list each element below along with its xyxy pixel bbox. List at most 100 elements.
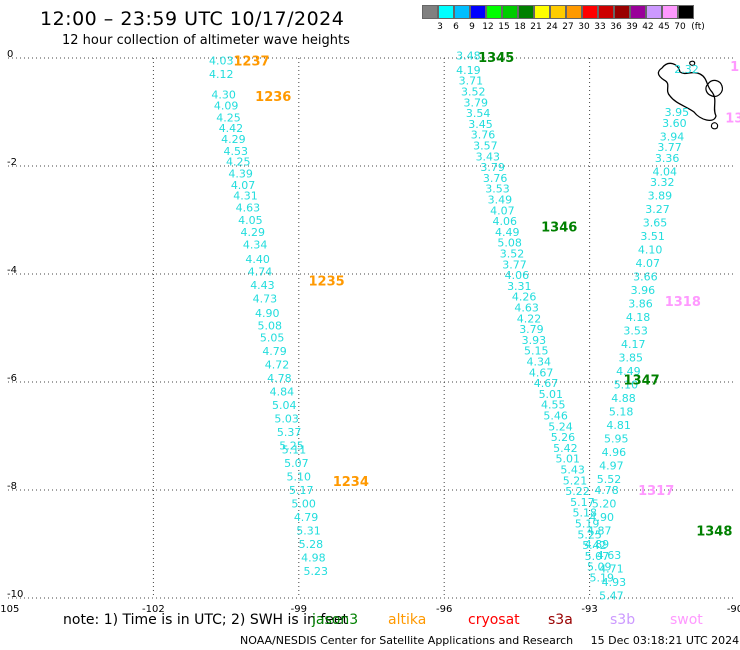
generated-timestamp: 15 Dec 03:18:21 UTC 2024	[590, 634, 740, 647]
swh-value-altika: 4.43	[250, 279, 275, 292]
legend-label: 18	[514, 22, 526, 32]
swh-value-swot: 4.07	[636, 257, 661, 270]
swh-value-swot: 5.20	[592, 498, 617, 511]
swh-value-altika: 5.31	[296, 525, 321, 538]
swh-value-jason3: 5.43	[560, 463, 585, 476]
swh-value-altika: 5.25	[279, 440, 304, 453]
y-tick-label: 0	[7, 49, 13, 60]
swh-value-altika: 4.34	[243, 238, 268, 251]
swh-value-jason3: 4.67	[529, 366, 554, 379]
swh-value-swot: 4.88	[611, 392, 636, 405]
swh-value-swot: 4.96	[602, 446, 627, 459]
swh-value-swot: 3.27	[645, 203, 670, 216]
swh-value-altika: 4.84	[270, 386, 295, 399]
footer-credit: NOAA/NESDIS Center for Satellite Applica…	[240, 634, 739, 647]
swh-value-altika: 4.79	[262, 345, 287, 358]
swh-value-swot: 4.90	[589, 511, 614, 524]
legend-swatch	[438, 5, 454, 19]
legend-label: 70	[674, 22, 686, 32]
x-tick-label: -105	[0, 604, 19, 615]
swh-value-swot: 3.65	[643, 217, 668, 230]
track-values: 4.034.124.304.094.254.424.294.534.254.39…	[209, 49, 699, 602]
swh-value-jason3: 4.34	[526, 355, 551, 368]
island-santa-cruz	[705, 79, 723, 97]
x-tick-label: -93	[581, 604, 597, 615]
swh-value-swot: 4.63	[597, 549, 622, 562]
page-subtitle: 12 hour collection of altimeter wave hei…	[62, 33, 350, 48]
legend-unit: (ft)	[691, 22, 705, 32]
swh-value-jason3: 5.17	[570, 496, 595, 509]
swh-value-jason3: 3.57	[473, 139, 498, 152]
legend-swatch	[614, 5, 630, 19]
mission-jason3: jason3	[312, 612, 359, 628]
island-pinta	[689, 60, 696, 66]
pass-label-jason3: 1345	[478, 51, 514, 66]
swh-value-jason3: 3.52	[461, 85, 486, 98]
swh-value-jason3: 3.53	[485, 183, 510, 196]
swh-value-altika: 4.29	[241, 226, 266, 239]
pass-label-altika: 1236	[255, 90, 291, 105]
swh-value-swot: 3.94	[660, 130, 685, 143]
island-outlines	[657, 60, 723, 130]
legend-swatch	[518, 5, 534, 19]
swh-value-swot: 3.95	[665, 106, 690, 119]
swh-value-jason3: 5.08	[497, 237, 522, 250]
page-title: 12:00 – 23:59 UTC 10/17/2024	[40, 8, 345, 30]
swh-value-altika: 5.17	[289, 484, 314, 497]
swh-value-jason3: 5.15	[524, 345, 549, 358]
swh-value-jason3: 5.09	[587, 561, 612, 574]
x-tick-label: -102	[142, 604, 165, 615]
legend-label: 6	[453, 22, 459, 32]
mission-swot: swot	[670, 612, 703, 628]
pass-label-swot: 1318	[665, 295, 701, 310]
pass-labels: 1237 1236 1235 1234 1345 1346 1347 1348 132 1319 1…	[233, 51, 740, 540]
swh-value-jason3: 5.01	[539, 388, 564, 401]
legend-swatch	[646, 5, 662, 19]
swh-value-jason3: 3.31	[507, 280, 532, 293]
swh-value-altika: 4.79	[294, 511, 319, 524]
swh-value-altika: 4.30	[211, 89, 236, 102]
swh-value-altika: 4.42	[219, 122, 244, 135]
x-tick-label: -96	[436, 604, 452, 615]
swh-value-jason3: 3.76	[483, 172, 508, 185]
y-tick-label: -6	[7, 373, 17, 384]
swh-value-swot: 4.18	[626, 311, 651, 324]
y-tick-label: -2	[7, 157, 17, 168]
legend-label: 39	[626, 22, 638, 32]
swh-value-swot: 4.97	[599, 460, 624, 473]
swh-value-altika: 5.03	[274, 413, 299, 426]
swh-value-jason3: 3.77	[502, 258, 527, 271]
swh-value-jason3: 3.79	[480, 161, 505, 174]
swh-value-swot: 4.89	[585, 538, 610, 551]
swh-value-altika: 5.37	[277, 426, 302, 439]
legend-swatches	[422, 5, 706, 19]
swh-value-altika: 4.39	[228, 168, 253, 181]
swh-value-swot: 4.93	[602, 576, 627, 589]
y-tick-label: -8	[7, 481, 17, 492]
swh-value-jason3: 5.25	[577, 528, 602, 541]
swh-value-jason3: 5.21	[563, 474, 588, 487]
pass-label-swot: 1317	[638, 484, 674, 499]
pass-label-jason3: 1348	[696, 525, 732, 540]
legend-swatch	[422, 5, 438, 19]
swh-value-jason3: 3.48	[456, 49, 481, 62]
swh-value-jason3: 3.43	[476, 150, 501, 163]
swh-value-swot: 3.89	[648, 190, 673, 203]
island-small-east	[710, 122, 719, 130]
legend-labels: 3 6 9 12 15 18 21 24 27 30 33 36 39 42 45 70 (ft)	[422, 22, 706, 32]
pass-label-altika: 1235	[308, 274, 344, 289]
pass-label-swot: 132	[730, 60, 740, 75]
pass-label-altika: 1234	[333, 475, 369, 490]
pass-label-swot: 1319	[725, 111, 740, 126]
mission-s3a: s3a	[548, 612, 573, 628]
legend-swatch	[662, 5, 678, 19]
swh-value-swot: 3.77	[657, 141, 682, 154]
legend-swatch	[678, 5, 694, 19]
swh-value-jason3: 5.07	[585, 550, 610, 563]
swh-value-altika: 4.25	[216, 111, 241, 124]
swh-value-altika: 4.12	[209, 68, 234, 81]
swh-value-altika: 4.05	[238, 214, 263, 227]
swh-value-altika: 4.73	[253, 292, 278, 305]
swh-value-altika: 4.40	[245, 253, 270, 266]
